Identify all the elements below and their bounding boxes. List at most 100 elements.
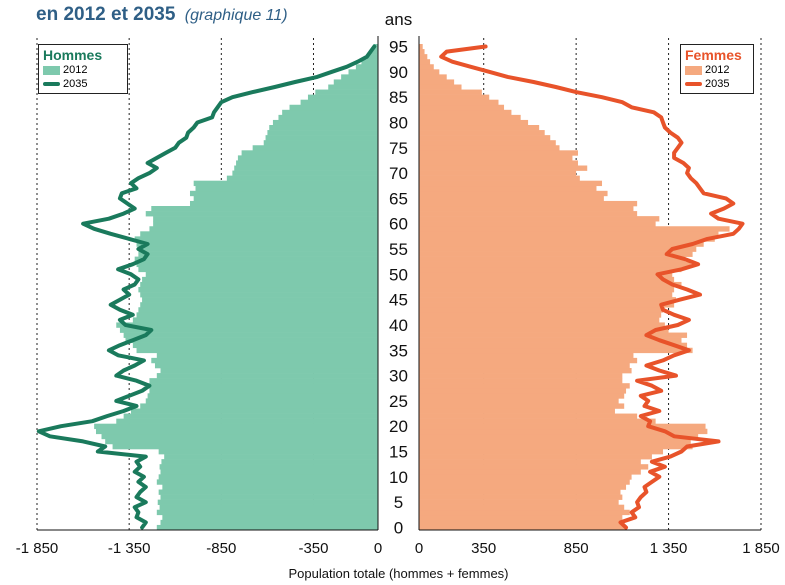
- bar-women-2012-age-10: [419, 474, 632, 480]
- bar-men-2012-age-59: [149, 226, 378, 232]
- bar-men-2012-age-55: [142, 246, 378, 252]
- age-tick-40: 40: [389, 316, 408, 335]
- legend-women-line-label: 2035: [705, 78, 730, 90]
- bar-women-2012-age-37: [419, 337, 682, 343]
- bar-women-2012-age-55: [419, 246, 697, 252]
- bar-men-2012-age-57: [134, 236, 378, 242]
- lines-layer: [36, 44, 745, 530]
- bar-men-2012-age-60: [153, 221, 378, 227]
- bar-men-2012-age-35: [136, 347, 378, 354]
- bar-women-2012-age-2: [419, 514, 623, 521]
- bar-men-2012-age-2: [162, 514, 378, 521]
- bar-men-2012-age-38: [123, 332, 378, 338]
- bar-women-2012-age-16: [419, 443, 693, 450]
- men-x-tick-1: -1 350: [108, 540, 151, 557]
- bar-men-2012-age-10: [158, 474, 378, 480]
- bar-women-2012-age-95: [419, 44, 423, 50]
- bar-men-2012-age-47: [138, 287, 378, 293]
- bar-men-2012-age-29: [149, 378, 378, 384]
- bar-women-2012-age-53: [419, 256, 686, 262]
- bar-women-2012-age-67: [419, 185, 597, 192]
- bar-women-2012-age-33: [419, 357, 638, 364]
- bar-women-2012-age-4: [419, 504, 625, 511]
- bar-men-2012-age-31: [160, 368, 378, 374]
- bar-men-2012-age-24: [140, 403, 378, 409]
- bar-women-2012-age-25: [419, 398, 619, 404]
- bar-women-2012-age-21: [419, 418, 656, 424]
- bar-women-2012-age-11: [419, 469, 641, 475]
- bar-men-2012-age-79: [269, 125, 378, 131]
- legend-men-bar-label: 2012: [63, 64, 88, 76]
- bar-women-2012-age-84: [419, 99, 499, 106]
- age-tick-85: 85: [389, 88, 408, 107]
- bar-women-2012-age-60: [419, 221, 656, 227]
- bar-women-2012-age-49: [419, 276, 675, 283]
- bar-women-2012-age-3: [419, 509, 630, 516]
- legend-women-title: Femmes: [685, 47, 742, 63]
- bar-women-2012-age-68: [419, 180, 603, 187]
- bar-men-2012-age-22: [123, 413, 378, 419]
- bar-men-2012-age-11: [160, 469, 378, 475]
- men-x-tick-3: -350: [298, 540, 328, 557]
- bar-men-2012-age-40: [116, 322, 378, 328]
- women-x-tick-0: 0: [415, 540, 423, 557]
- age-axis-label: ans: [385, 10, 412, 29]
- bar-women-2012-age-73: [419, 155, 573, 161]
- bar-women-2012-age-77: [419, 135, 551, 141]
- bar-women-2012-age-92: [419, 59, 431, 65]
- bar-men-2012-age-20: [94, 423, 379, 430]
- age-tick-20: 20: [389, 417, 408, 436]
- bar-men-2012-age-65: [193, 195, 378, 202]
- chart-title-sub: (graphique 11): [184, 7, 288, 24]
- bar-men-2012-age-53: [134, 256, 378, 262]
- bar-women-2012-age-35: [419, 347, 693, 354]
- bar-men-2012-age-34: [156, 352, 378, 359]
- age-tick-70: 70: [389, 164, 408, 183]
- bar-women-2012-age-72: [419, 160, 578, 166]
- bar-men-2012-age-58: [140, 231, 378, 237]
- bar-women-2012-age-30: [419, 373, 623, 379]
- bar-men-2012-age-83: [289, 104, 378, 111]
- bar-women-2012-age-44: [419, 302, 675, 308]
- bar-men-2012-age-72: [236, 160, 378, 166]
- bar-women-2012-age-24: [419, 403, 625, 409]
- chart-title-main: en 2012 et 2035: [36, 4, 176, 25]
- bar-men-2012-age-94: [370, 49, 378, 55]
- bar-men-2012-age-21: [116, 418, 378, 424]
- bar-men-2012-age-7: [158, 489, 378, 495]
- bar-men-2012-age-26: [147, 393, 378, 399]
- women-x-tick-4: 1 850: [742, 540, 780, 557]
- bar-men-2012-age-91: [355, 64, 378, 70]
- bar-women-2012-age-47: [419, 287, 675, 293]
- bar-men-2012-age-12: [159, 464, 378, 470]
- age-tick-75: 75: [389, 139, 408, 158]
- bar-men-2012-age-41: [132, 317, 378, 323]
- age-tick-55: 55: [389, 240, 408, 259]
- bar-men-2012-age-46: [140, 292, 378, 298]
- age-tick-90: 90: [389, 63, 408, 82]
- bar-women-2012-age-59: [419, 226, 730, 232]
- bar-women-2012-age-48: [419, 281, 682, 288]
- bar-men-2012-age-6: [160, 494, 378, 500]
- bar-women-2012-age-69: [419, 175, 580, 181]
- bar-men-2012-age-84: [300, 99, 378, 106]
- legend-women-bar-label: 2012: [705, 64, 730, 76]
- bar-women-2012-age-64: [419, 200, 638, 207]
- bar-men-2012-age-27: [149, 388, 378, 394]
- women-x-tick-3: 1 350: [650, 540, 688, 557]
- age-tick-80: 80: [389, 113, 408, 132]
- bar-men-2012-age-36: [132, 342, 378, 349]
- bar-women-2012-age-85: [419, 94, 490, 100]
- bar-women-2012-age-94: [419, 49, 425, 55]
- bar-women-2012-age-58: [419, 231, 719, 237]
- bar-women-2012-age-50: [419, 271, 673, 278]
- age-tick-5: 5: [394, 493, 403, 512]
- bar-women-2012-age-83: [419, 104, 505, 111]
- age-tick-30: 30: [389, 367, 408, 386]
- line-women-2035: [439, 44, 745, 530]
- bar-men-2012-age-89: [341, 74, 378, 80]
- bar-women-2012-age-46: [419, 292, 673, 298]
- bar-men-2012-age-49: [142, 276, 378, 283]
- bars-layer: [94, 44, 730, 531]
- age-tick-95: 95: [389, 38, 408, 57]
